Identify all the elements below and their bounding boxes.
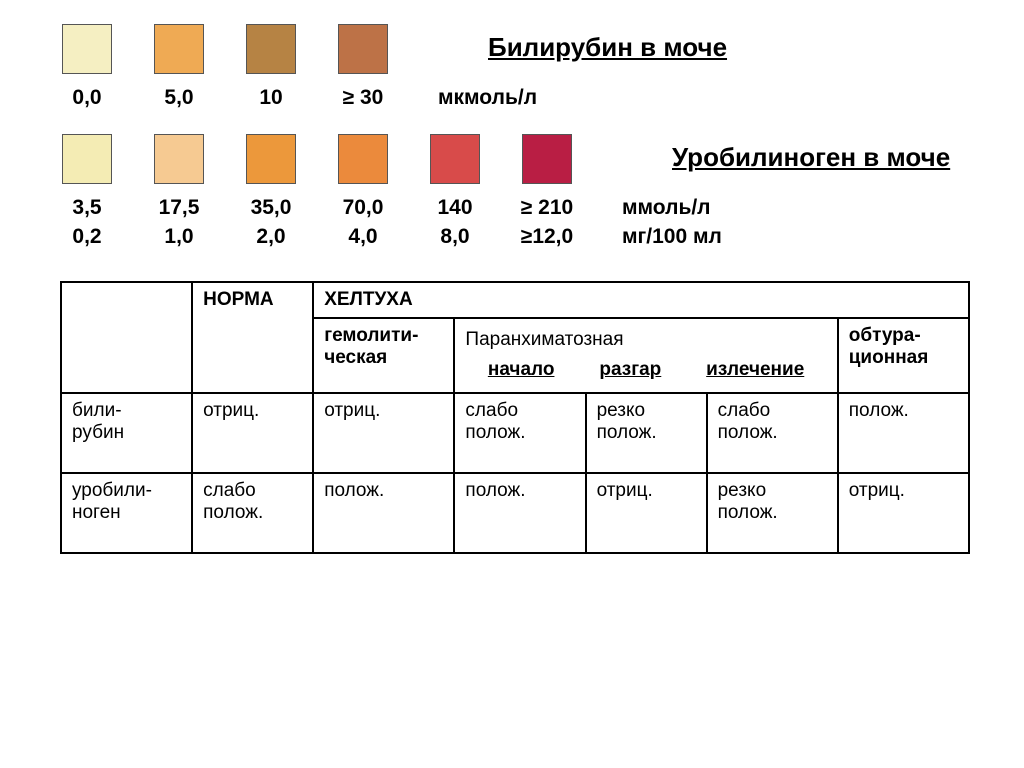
scale-label: ≥ 30 — [336, 84, 390, 112]
scale-label: 70,04,0 — [336, 194, 390, 251]
color-swatch — [152, 134, 206, 184]
scale-label: 10 — [244, 84, 298, 112]
hdr-obtur: обтура-ционная — [838, 318, 969, 393]
bilirubin-title: Билирубин в моче — [488, 32, 727, 63]
urobilinogen-scale: Уробилиноген в моче 3,50,2 17,51,0 35,02,0… — [60, 134, 984, 251]
bilirubin-scale: Билирубин в моче 0,0 5,0 10 ≥ 30 мкмоль/л — [60, 24, 984, 112]
scale-label: 0,0 — [60, 84, 114, 112]
color-swatch — [336, 24, 390, 74]
row-name-urobilinogen: уробили-ноген — [61, 473, 192, 553]
row-name-bilirubin: били-рубин — [61, 393, 192, 473]
scale-label: 5,0 — [152, 84, 206, 112]
color-swatch — [428, 134, 482, 184]
table-row: били-рубин отриц. отриц. слабополож. рез… — [61, 393, 969, 473]
scale-label: 3,50,2 — [60, 194, 114, 251]
jaundice-table: НОРМА ХЕЛТУХА гемолити-ческая Паранхимат… — [60, 281, 970, 554]
scale-label: 1408,0 — [428, 194, 482, 251]
color-swatch — [60, 134, 114, 184]
hdr-parenchymal: Паранхиматозная начало разгар излечение — [454, 318, 837, 393]
color-swatch — [520, 134, 574, 184]
hdr-hemolytic: гемолити-ческая — [313, 318, 454, 393]
scale-label: 17,51,0 — [152, 194, 206, 251]
bilirubin-unit: мкмоль/л — [438, 84, 537, 112]
hdr-jaundice: ХЕЛТУХА — [313, 282, 969, 318]
color-swatch — [244, 24, 298, 74]
scale-label: ≥ 210≥12,0 — [520, 194, 574, 251]
table-row: уробили-ноген слабополож. полож. полож. … — [61, 473, 969, 553]
color-swatch — [60, 24, 114, 74]
scale-label: 35,02,0 — [244, 194, 298, 251]
hdr-blank — [61, 282, 192, 393]
color-swatch — [152, 24, 206, 74]
urobilinogen-units: ммоль/л мг/100 мл — [622, 194, 722, 251]
hdr-norma: НОРМА — [192, 282, 313, 393]
urobilinogen-title: Уробилиноген в моче — [672, 142, 950, 173]
color-swatch — [244, 134, 298, 184]
color-swatch — [336, 134, 390, 184]
